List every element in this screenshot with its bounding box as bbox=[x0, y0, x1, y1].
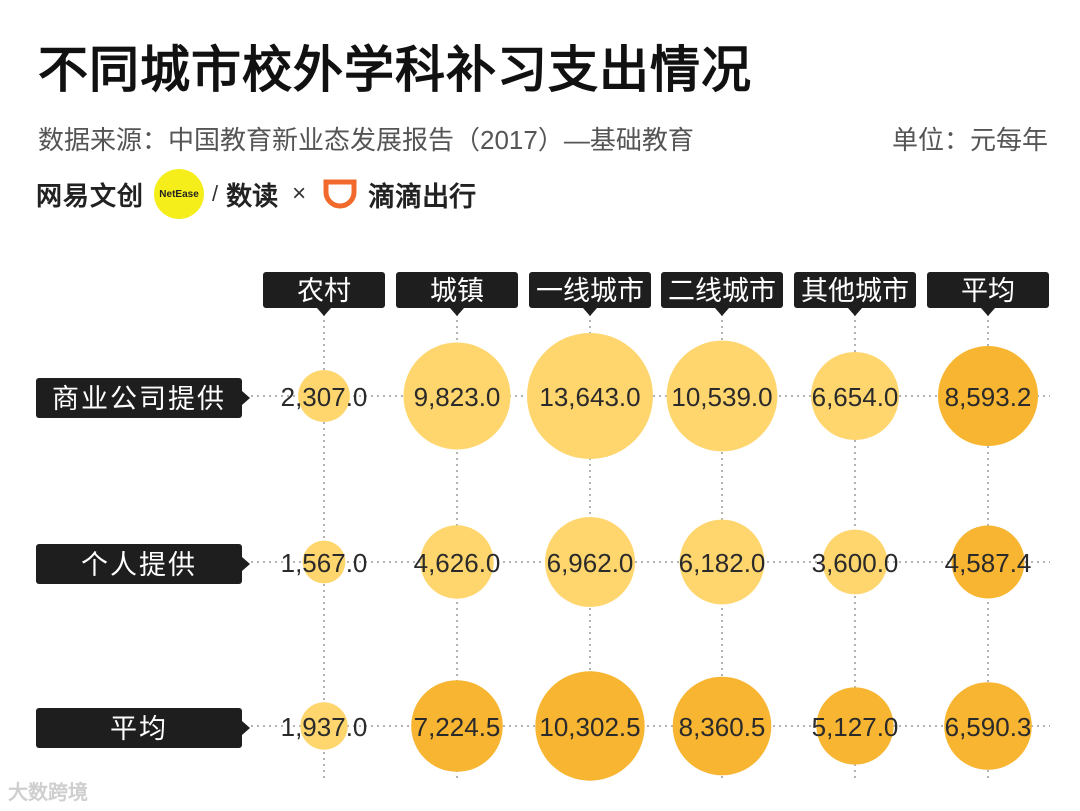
column-header-pointer bbox=[450, 308, 464, 316]
column-header-box bbox=[661, 272, 783, 308]
bubble-value-label: 1,937.0 bbox=[281, 712, 368, 742]
bubble-value-label: 8,360.5 bbox=[679, 712, 766, 742]
bubble-value-label: 1,567.0 bbox=[281, 548, 368, 578]
row-header-pointer bbox=[242, 557, 250, 571]
bubble-value-label: 4,587.4 bbox=[945, 548, 1032, 578]
bubble-value-label: 4,626.0 bbox=[414, 548, 501, 578]
column-header-pointer bbox=[715, 308, 729, 316]
didi-logo: 滴滴出行 bbox=[368, 181, 477, 212]
bubble bbox=[300, 702, 348, 750]
row-header-label: 个人提供 bbox=[81, 550, 197, 580]
bubble bbox=[420, 525, 494, 599]
bubble bbox=[816, 687, 894, 765]
chart-title: 不同城市校外学科补习支出情况 bbox=[38, 42, 752, 98]
bubble-value-label: 13,643.0 bbox=[539, 382, 640, 412]
bubble bbox=[527, 333, 653, 459]
column-header-label: 其他城市 bbox=[801, 276, 909, 306]
netease-wenchuang-logo: 网易文创 bbox=[36, 180, 145, 211]
bubble-value-label: 2,307.0 bbox=[281, 382, 368, 412]
column-header-label: 一线城市 bbox=[536, 276, 644, 306]
bubble bbox=[811, 352, 899, 440]
data-source: 数据来源：中国教育新业态发展报告（2017）—基础教育 bbox=[38, 125, 694, 155]
row-header-label: 商业公司提供 bbox=[52, 384, 226, 414]
bubble-value-label: 6,654.0 bbox=[812, 382, 899, 412]
bubble-value-label: 5,127.0 bbox=[812, 712, 899, 742]
row-header-box bbox=[36, 544, 242, 584]
row-header-pointer bbox=[242, 391, 250, 405]
column-header-box bbox=[794, 272, 916, 308]
brand-row: 网易文创 NetEase / 数读 × 滴滴出行 bbox=[36, 169, 477, 219]
row-header-box bbox=[36, 378, 242, 418]
column-header-pointer bbox=[317, 308, 331, 316]
column-header-label: 二线城市 bbox=[668, 276, 776, 306]
brand-slash: / bbox=[212, 181, 219, 206]
column-header-pointer bbox=[583, 308, 597, 316]
didi-logo-icon bbox=[323, 179, 357, 209]
times-icon: × bbox=[292, 180, 307, 207]
watermark: 大数跨境 bbox=[8, 782, 88, 804]
bubble-value-label: 10,302.5 bbox=[539, 712, 640, 742]
bubble bbox=[403, 342, 511, 450]
bubble bbox=[302, 540, 346, 584]
netease-dot-logo: NetEase bbox=[154, 169, 205, 219]
column-header-label: 城镇 bbox=[430, 276, 484, 306]
bubble bbox=[679, 519, 765, 605]
bubble bbox=[298, 370, 350, 422]
unit-label: 单位：元每年 bbox=[891, 125, 1048, 155]
bubble bbox=[938, 346, 1038, 446]
bubble bbox=[944, 682, 1032, 770]
bubble bbox=[822, 529, 888, 595]
bubble bbox=[666, 340, 778, 452]
netease-mark: NetEase bbox=[159, 188, 199, 200]
bubble-value-label: 6,962.0 bbox=[547, 548, 634, 578]
column-header-box bbox=[396, 272, 518, 308]
bubble bbox=[672, 676, 772, 776]
bubble bbox=[951, 525, 1025, 599]
column-header-label: 平均 bbox=[961, 276, 1015, 306]
column-header-box bbox=[263, 272, 385, 308]
bubble bbox=[535, 671, 645, 781]
row-header-pointer bbox=[242, 721, 250, 735]
column-header-pointer bbox=[848, 308, 862, 316]
bubble-value-label: 7,224.5 bbox=[414, 712, 501, 742]
column-header-pointer bbox=[981, 308, 995, 316]
bubble-value-label: 6,182.0 bbox=[679, 548, 766, 578]
bubble-value-label: 6,590.3 bbox=[945, 712, 1032, 742]
row-header-box bbox=[36, 708, 242, 748]
bubble-value-label: 9,823.0 bbox=[414, 382, 501, 412]
bubble-value-label: 8,593.2 bbox=[945, 382, 1032, 412]
bubble bbox=[411, 680, 503, 772]
column-header-box bbox=[927, 272, 1049, 308]
column-header-label: 农村 bbox=[297, 276, 351, 306]
bubble-value-label: 10,539.0 bbox=[671, 382, 772, 412]
bubble bbox=[545, 517, 635, 607]
row-header-label: 平均 bbox=[110, 714, 168, 744]
shudu-logo: 数读 bbox=[226, 180, 279, 211]
bubble-value-label: 3,600.0 bbox=[812, 548, 899, 578]
column-header-box bbox=[529, 272, 651, 308]
